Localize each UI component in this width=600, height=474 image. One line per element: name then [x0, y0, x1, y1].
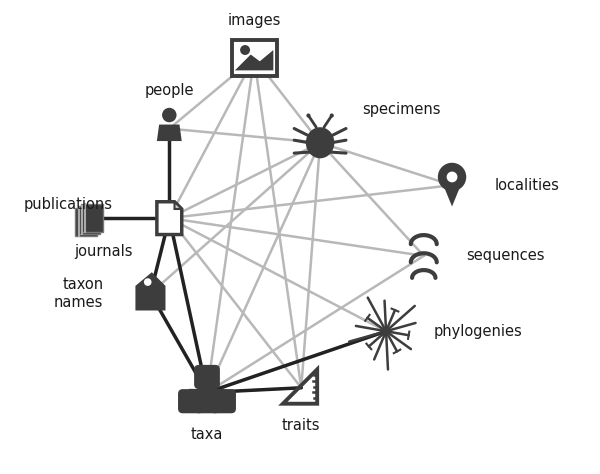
- Text: specimens: specimens: [362, 102, 441, 117]
- FancyBboxPatch shape: [79, 206, 100, 234]
- Circle shape: [162, 108, 176, 122]
- Circle shape: [307, 113, 311, 118]
- Text: publications: publications: [24, 197, 113, 211]
- Text: taxon
names: taxon names: [54, 277, 103, 310]
- FancyBboxPatch shape: [178, 389, 204, 413]
- Circle shape: [144, 278, 152, 286]
- Ellipse shape: [306, 127, 334, 158]
- Text: people: people: [145, 83, 194, 99]
- Circle shape: [382, 327, 390, 335]
- Text: images: images: [227, 13, 281, 28]
- Circle shape: [329, 113, 334, 118]
- Polygon shape: [157, 125, 182, 141]
- Text: localities: localities: [494, 178, 559, 192]
- FancyBboxPatch shape: [210, 389, 236, 413]
- FancyBboxPatch shape: [232, 40, 277, 75]
- Text: sequences: sequences: [466, 248, 545, 264]
- FancyBboxPatch shape: [194, 365, 220, 389]
- Circle shape: [240, 45, 250, 55]
- FancyBboxPatch shape: [76, 208, 97, 236]
- Polygon shape: [157, 202, 182, 235]
- Circle shape: [446, 172, 457, 182]
- Circle shape: [438, 163, 466, 191]
- Polygon shape: [440, 177, 464, 207]
- Polygon shape: [235, 50, 274, 70]
- Text: taxa: taxa: [191, 428, 223, 442]
- Text: journals: journals: [74, 244, 133, 259]
- Polygon shape: [175, 202, 182, 209]
- Text: traits: traits: [282, 418, 320, 433]
- FancyBboxPatch shape: [194, 389, 220, 413]
- Text: phylogenies: phylogenies: [433, 324, 522, 339]
- FancyBboxPatch shape: [81, 204, 103, 232]
- Polygon shape: [136, 272, 166, 310]
